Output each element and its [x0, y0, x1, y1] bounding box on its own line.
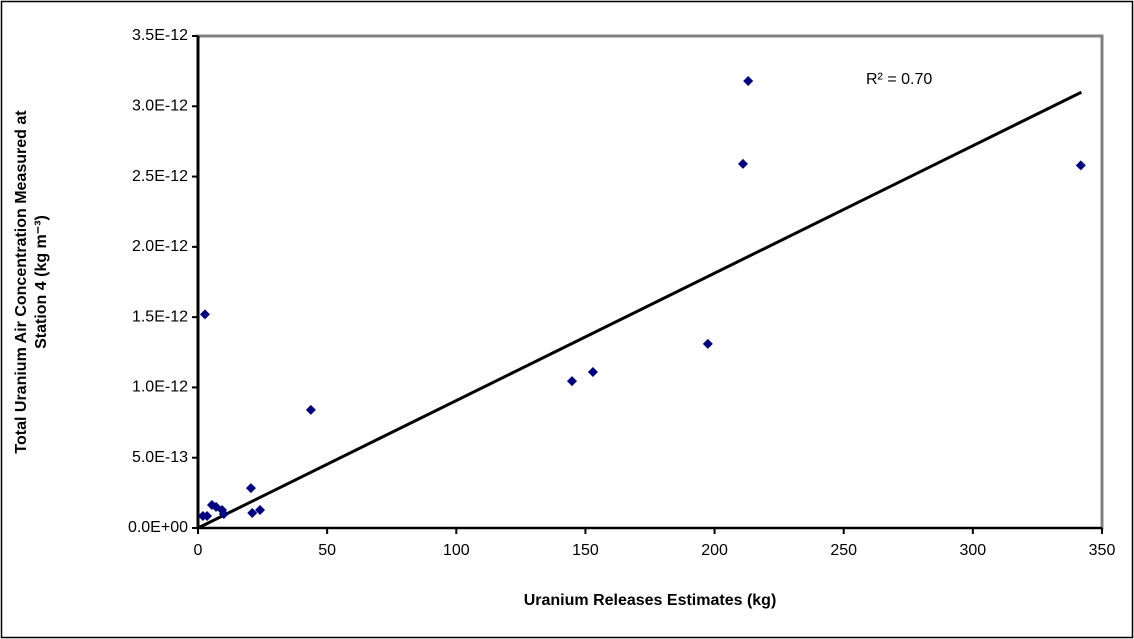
y-tick-label: 0.0E+00	[128, 519, 188, 536]
y-tick-label: 3.5E-12	[132, 27, 188, 44]
y-tick-label: 1.5E-12	[132, 308, 188, 325]
y-tick-label: 1.0E-12	[132, 379, 188, 396]
data-point	[247, 507, 258, 518]
data-point	[202, 511, 213, 522]
x-axis-title: Uranium Releases Estimates (kg)	[524, 592, 777, 609]
r-squared-annotation: R² = 0.70	[866, 71, 932, 88]
data-point	[587, 366, 598, 377]
y-tick-label: 3.0E-12	[132, 98, 188, 115]
data-point	[199, 309, 210, 320]
data-point	[737, 158, 748, 169]
data-point	[305, 404, 316, 415]
data-point	[218, 508, 229, 519]
data-point	[743, 75, 754, 86]
x-tick-label: 50	[318, 542, 336, 559]
y-tick-label: 2.5E-12	[132, 168, 188, 185]
y-tick-label: 5.0E-13	[132, 449, 188, 466]
data-point	[1075, 160, 1086, 171]
data-point	[702, 338, 713, 349]
data-point	[254, 505, 265, 516]
x-tick-label: 300	[960, 542, 987, 559]
y-axis-title-line: Total Uranium Air Concentration Measured…	[13, 110, 30, 454]
trendline	[197, 90, 1083, 530]
y-axis-title-line: Station 4 (kg m⁻³)	[33, 215, 50, 349]
x-tick-label: 100	[443, 542, 470, 559]
data-point	[245, 483, 256, 494]
y-axis-title: Total Uranium Air Concentration Measured…	[13, 110, 50, 454]
x-tick-label: 350	[1089, 542, 1116, 559]
y-tick-label: 2.0E-12	[132, 238, 188, 255]
x-tick-label: 200	[701, 542, 728, 559]
x-tick-label: 0	[194, 542, 203, 559]
x-tick-label: 250	[830, 542, 857, 559]
data-point	[566, 376, 577, 387]
x-tick-label: 150	[572, 542, 599, 559]
